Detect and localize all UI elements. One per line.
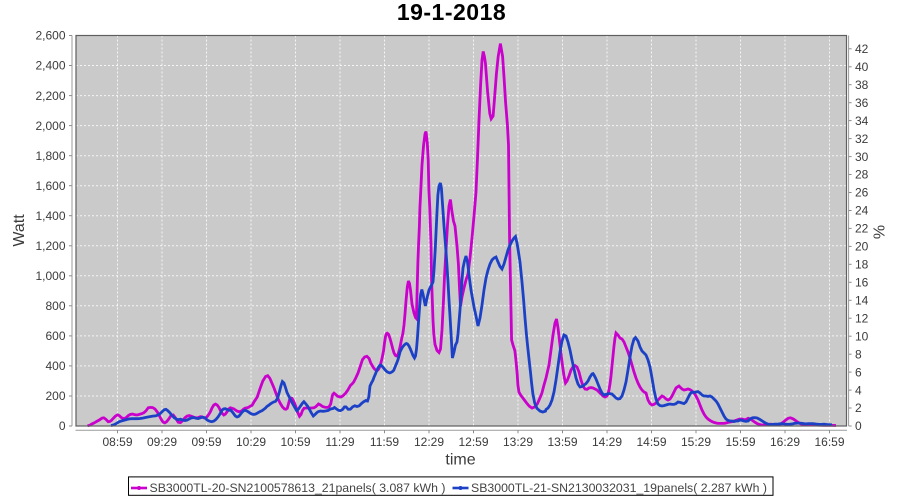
svg-text:0: 0: [59, 419, 66, 433]
svg-text:12:59: 12:59: [458, 435, 488, 449]
svg-text:10: 10: [855, 329, 869, 343]
svg-text:400: 400: [45, 359, 65, 373]
svg-text:12:29: 12:29: [414, 435, 444, 449]
svg-text:16:59: 16:59: [814, 435, 844, 449]
svg-text:15:29: 15:29: [681, 435, 711, 449]
svg-text:22: 22: [855, 222, 869, 236]
svg-text:36: 36: [855, 96, 869, 110]
svg-text:4: 4: [855, 383, 862, 397]
svg-text:09:59: 09:59: [191, 435, 221, 449]
svg-text:28: 28: [855, 168, 869, 182]
svg-text:1,400: 1,400: [35, 209, 65, 223]
svg-text:16:29: 16:29: [770, 435, 800, 449]
svg-text:12: 12: [855, 311, 869, 325]
svg-text:11:29: 11:29: [325, 435, 354, 449]
svg-text:2,200: 2,200: [35, 89, 65, 103]
svg-text:42: 42: [855, 42, 869, 56]
svg-text:SB3000TL-20-SN2100578613_21pan: SB3000TL-20-SN2100578613_21panels( 3.087…: [150, 481, 446, 495]
svg-text:26: 26: [855, 186, 869, 200]
svg-text:15:59: 15:59: [725, 435, 755, 449]
svg-text:2,600: 2,600: [35, 29, 65, 43]
svg-text:14: 14: [855, 294, 869, 308]
svg-text:20: 20: [855, 240, 869, 254]
svg-text:8: 8: [855, 347, 862, 361]
svg-text:08:59: 08:59: [102, 435, 132, 449]
svg-text:6: 6: [855, 365, 862, 379]
svg-text:0: 0: [855, 419, 862, 433]
svg-text:1,200: 1,200: [35, 239, 65, 253]
svg-text:time: time: [445, 452, 475, 469]
svg-text:38: 38: [855, 78, 869, 92]
svg-text:10:59: 10:59: [280, 435, 310, 449]
svg-text:800: 800: [45, 299, 65, 313]
svg-text:1,600: 1,600: [35, 179, 65, 193]
svg-text:30: 30: [855, 150, 869, 164]
svg-text:Watt: Watt: [11, 214, 28, 247]
svg-text:24: 24: [855, 204, 869, 218]
svg-text:2: 2: [855, 401, 862, 415]
svg-text:2,000: 2,000: [35, 119, 65, 133]
svg-text:11:59: 11:59: [370, 435, 399, 449]
svg-text:14:29: 14:29: [592, 435, 622, 449]
svg-text:SB3000TL-21-SN2130032031_19pan: SB3000TL-21-SN2130032031_19panels( 2.287…: [471, 481, 767, 495]
svg-text:19-1-2018: 19-1-2018: [397, 0, 506, 25]
svg-text:10:29: 10:29: [236, 435, 266, 449]
svg-text:1,800: 1,800: [35, 149, 65, 163]
svg-text:40: 40: [855, 60, 869, 74]
svg-text:%: %: [872, 225, 889, 239]
svg-text:600: 600: [45, 329, 65, 343]
svg-text:14:59: 14:59: [636, 435, 666, 449]
svg-text:32: 32: [855, 132, 869, 146]
svg-text:34: 34: [855, 114, 869, 128]
svg-text:1,000: 1,000: [35, 269, 65, 283]
svg-text:13:59: 13:59: [547, 435, 577, 449]
svg-text:09:29: 09:29: [147, 435, 177, 449]
svg-text:16: 16: [855, 276, 869, 290]
svg-text:200: 200: [45, 389, 65, 403]
svg-text:13:29: 13:29: [503, 435, 533, 449]
svg-text:2,400: 2,400: [35, 59, 65, 73]
svg-text:18: 18: [855, 258, 869, 272]
